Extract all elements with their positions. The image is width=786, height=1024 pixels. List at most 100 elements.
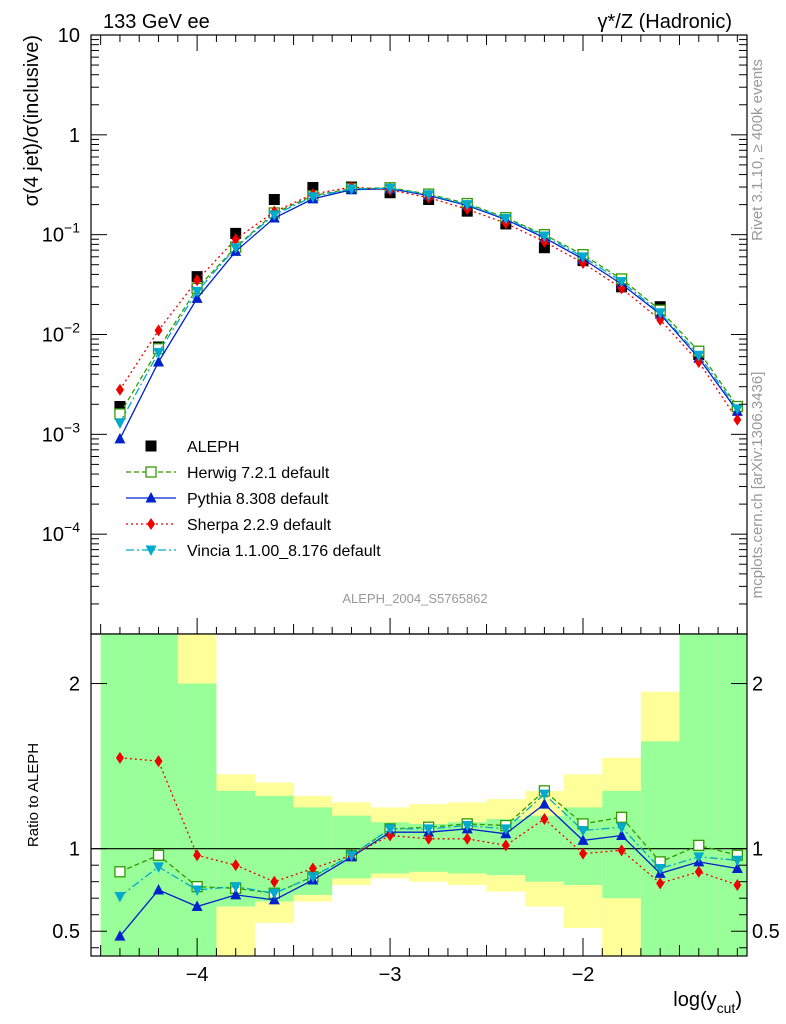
ratio-series-group: [114, 751, 744, 941]
ratio-y-tick-label-right: 1: [752, 839, 763, 861]
ratio-band-inner: [679, 634, 719, 956]
ratio-y-tick-label-right: 0.5: [752, 921, 780, 943]
main-series-pythia-8-308-default: [114, 182, 743, 444]
main-point-vincia-1-1-00-8-176-default: [191, 286, 203, 298]
main-point-pythia-8-308-default: [153, 356, 165, 367]
ratio-point-pythia-8-308-default: [731, 862, 743, 873]
ratio-point-pythia-8-308-default: [114, 930, 126, 941]
x-tick-label: −2: [572, 964, 595, 986]
ratio-point-sherpa-2-2-9-default: [424, 832, 433, 845]
legend-marker: [145, 545, 157, 556]
ratio-point-vincia-1-1-00-8-176-default: [230, 882, 242, 893]
ratio-tick-labels: 0.5 0.5 1 1 2 2 −4 −3 −2: [52, 674, 780, 986]
main-point-vincia-1-1-00-8-176-default: [384, 183, 396, 195]
legend-entry-sherpa-2-2-9-default: Sherpa 2.2.9 default: [126, 517, 332, 534]
ratio-point-sherpa-2-2-9-default: [579, 847, 587, 860]
ratio-point-pythia-8-308-default: [538, 798, 550, 809]
main-point-vincia-1-1-00-8-176-default: [153, 348, 165, 359]
main-point-sherpa-2-2-9-default: [115, 383, 124, 396]
ratio-y-tick-label-right: 2: [752, 674, 763, 696]
main-point-vincia-1-1-00-8-176-default: [538, 231, 550, 242]
ratio-point-sherpa-2-2-9-default: [656, 877, 665, 890]
main-y-tick-label: 10−1: [42, 220, 80, 247]
main-point-vincia-1-1-00-8-176-default: [268, 210, 280, 221]
analysis-id: ALEPH_2004_S5765862: [342, 591, 487, 606]
main-point-vincia-1-1-00-8-176-default: [461, 200, 473, 211]
legend-label: Sherpa 2.2.9 default: [187, 517, 332, 534]
x-axis-label: log(ycut): [673, 989, 742, 1016]
main-series-vincia-1-1-00-8-176-default: [114, 183, 743, 429]
main-y-tick-label: 10−4: [42, 519, 80, 546]
legend-entry-pythia-8-308-default: Pythia 8.308 default: [126, 491, 329, 508]
main-y-axis-label: σ(4 jet)/σ(inclusive): [21, 35, 43, 206]
main-point-sherpa-2-2-9-default: [656, 313, 665, 326]
legend-label: ALEPH: [187, 439, 239, 456]
legend-entry-vincia-1-1-00-8-176-default: Vincia 1.1.00_8.176 default: [126, 543, 381, 560]
main-line-vincia-1-1-00-8-176-default: [119, 187, 738, 424]
main-point-aleph: [114, 401, 126, 413]
ratio-point-sherpa-2-2-9-default: [231, 859, 240, 872]
legend-marker: [147, 518, 155, 530]
mcplots-label: mcplots.cern.ch [arXiv:1306.3436]: [749, 372, 766, 599]
ratio-point-herwig-7-2-1-default: [693, 839, 705, 852]
ratio-point-vincia-1-1-00-8-176-default: [616, 822, 628, 834]
ratio-ticks: [91, 683, 747, 956]
ratio-point-vincia-1-1-00-8-176-default: [114, 892, 126, 903]
main-point-vincia-1-1-00-8-176-default: [230, 243, 242, 254]
main-point-pythia-8-308-default: [114, 432, 126, 444]
legend: ALEPH Herwig 7.2.1 default Pythia 8.308 de…: [126, 439, 381, 560]
legend-label: Pythia 8.308 default: [187, 491, 329, 508]
legend-marker: [145, 492, 157, 503]
main-line-herwig-7-2-1-default: [119, 187, 738, 415]
ratio-point-vincia-1-1-00-8-176-default: [345, 850, 357, 862]
main-point-sherpa-2-2-9-default: [617, 282, 626, 295]
main-y-tick-labels: 10 1 10−1 10−2 10−3 10−4: [42, 25, 80, 546]
ratio-y-tick-label-left: 0.5: [52, 921, 80, 943]
main-point-vincia-1-1-00-8-176-default: [345, 184, 357, 195]
ratio-y-axis-label: Ratio to ALEPH: [25, 743, 42, 847]
ratio-band-inner: [177, 683, 217, 956]
ratio-point-sherpa-2-2-9-default: [386, 829, 395, 842]
ratio-point-vincia-1-1-00-8-176-default: [268, 888, 280, 900]
ratio-point-vincia-1-1-00-8-176-default: [500, 824, 512, 835]
main-y-tick-label: 1: [69, 125, 80, 147]
main-point-vincia-1-1-00-8-176-default: [577, 252, 589, 263]
ratio-series-vincia-1-1-00-8-176-default: [114, 789, 743, 903]
process-label: γ*/Z (Hadronic): [598, 11, 732, 33]
ratio-point-sherpa-2-2-9-default: [501, 839, 510, 852]
legend-label: Herwig 7.2.1 default: [187, 465, 330, 482]
ratio-point-pythia-8-308-default: [577, 834, 589, 845]
ratio-point-sherpa-2-2-9-default: [617, 844, 626, 857]
main-point-sherpa-2-2-9-default: [193, 274, 202, 287]
ratio-point-vincia-1-1-00-8-176-default: [577, 826, 589, 837]
main-y-tick-label: 10−3: [42, 419, 80, 446]
main-line-sherpa-2-2-9-default: [119, 186, 738, 421]
main-point-sherpa-2-2-9-default: [733, 413, 742, 426]
rivet-label: Rivet 3.1.10, ≥ 400k events: [749, 59, 766, 241]
main-point-vincia-1-1-00-8-176-default: [693, 350, 705, 362]
main-point-vincia-1-1-00-8-176-default: [500, 214, 512, 225]
ratio-band-inner: [718, 634, 747, 956]
ratio-y-tick-label-left: 1: [69, 839, 80, 861]
ratio-band-inner: [100, 634, 140, 956]
main-panel: 10 1 10−1 10−2 10−3 10−4 σ(4 jet)/σ(inclusive…: [21, 25, 748, 635]
ratio-point-sherpa-2-2-9-default: [694, 865, 703, 878]
main-point-sherpa-2-2-9-default: [579, 257, 587, 270]
ratio-point-vincia-1-1-00-8-176-default: [384, 824, 396, 835]
ratio-point-sherpa-2-2-9-default: [115, 751, 124, 764]
main-series-aleph: [114, 181, 743, 413]
energy-label: 133 GeV ee: [103, 11, 210, 33]
legend-marker: [145, 440, 157, 452]
ratio-point-vincia-1-1-00-8-176-default: [538, 789, 550, 801]
main-point-aleph: [538, 242, 550, 254]
ratio-point-sherpa-2-2-9-default: [463, 832, 472, 845]
ratio-point-vincia-1-1-00-8-176-default: [693, 852, 705, 863]
main-point-vincia-1-1-00-8-176-default: [114, 418, 126, 429]
ratio-point-vincia-1-1-00-8-176-default: [153, 862, 165, 873]
legend-marker: [145, 466, 157, 478]
ratio-point-vincia-1-1-00-8-176-default: [191, 885, 203, 896]
main-point-vincia-1-1-00-8-176-default: [423, 190, 435, 201]
ratio-band-inner: [332, 815, 371, 879]
ratio-frame: [90, 633, 748, 957]
